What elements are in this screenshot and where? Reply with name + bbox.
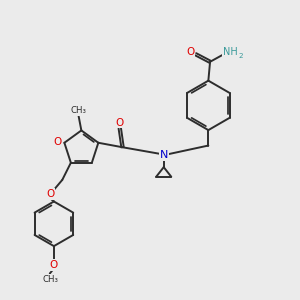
Text: N: N — [160, 150, 168, 160]
Text: CH₃: CH₃ — [70, 106, 87, 116]
Text: CH₃: CH₃ — [43, 274, 58, 284]
Text: O: O — [186, 47, 195, 57]
Text: O: O — [46, 189, 54, 199]
Text: O: O — [50, 260, 58, 270]
Text: O: O — [116, 118, 124, 128]
Text: NH: NH — [223, 47, 237, 57]
Text: 2: 2 — [238, 52, 243, 59]
Text: O: O — [54, 137, 62, 147]
